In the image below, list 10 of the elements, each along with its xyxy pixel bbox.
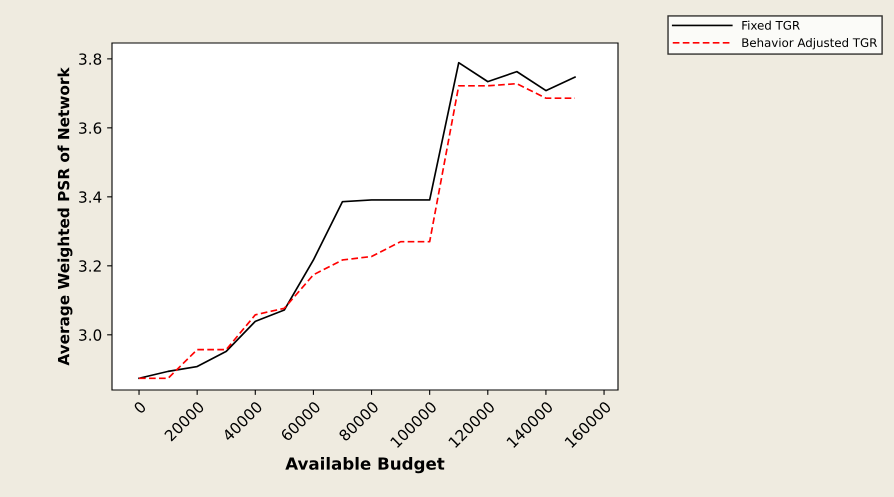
y-axis-title: Average Weighted PSR of Network <box>58 67 72 366</box>
y-tick-label: 3.4 <box>79 191 102 203</box>
y-tick-label: 3.2 <box>79 260 101 272</box>
text: Behavior Adjusted TGR <box>742 38 878 50</box>
x-axis-title: Available Budget <box>285 456 444 474</box>
y-tick-label: 3.6 <box>79 122 102 134</box>
text: Fixed TGR <box>742 20 800 30</box>
y-tick-label: 3.8 <box>79 53 102 65</box>
x-tick-label: 0 <box>133 400 147 414</box>
y-tick-label: 3.0 <box>79 329 102 341</box>
